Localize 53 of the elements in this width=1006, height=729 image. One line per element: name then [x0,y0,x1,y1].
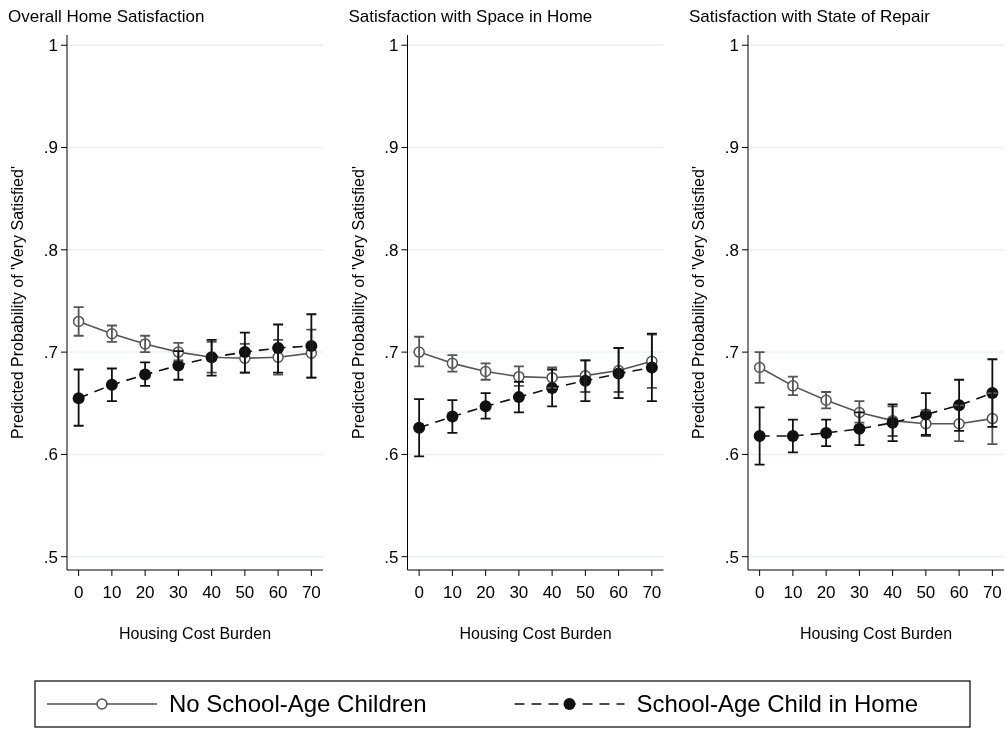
y-tick-label: .7 [384,343,399,363]
y-tick-label: .7 [724,343,739,363]
x-tick-label: 0 [414,583,424,602]
chart-title: Overall Home Satisfaction [8,7,205,26]
y-tick-label: .6 [724,445,739,465]
y-tick-label: .9 [384,138,399,158]
x-tick-label: 30 [849,583,869,602]
y-tick-label: 1 [48,36,58,56]
x-tick-label: 10 [783,583,803,602]
x-tick-label: 70 [301,583,321,602]
y-tick-label: .8 [43,240,58,260]
x-axis-title: Housing Cost Burden [459,625,612,642]
x-tick-label: 60 [609,583,629,602]
x-tick-label: 0 [754,583,765,602]
y-axis-title: Predicted Probability of 'Very Satisfied' [9,166,26,439]
x-tick-label: 20 [476,583,496,602]
x-tick-label: 10 [102,583,122,602]
x-tick-label: 20 [816,583,836,602]
y-tick-label: 1 [389,36,399,56]
y-tick-label: .8 [724,240,739,260]
x-tick-label: 60 [949,583,969,602]
legend-label: No School-Age Children [169,690,427,718]
y-tick-label: .7 [43,343,58,363]
y-tick-label: .5 [384,547,399,567]
y-axis-title: Predicted Probability of 'Very Satisfied' [349,166,367,439]
x-tick-label: 40 [202,583,222,602]
x-tick-label: 40 [542,583,562,602]
y-tick-label: .5 [724,547,739,567]
y-tick-label: .8 [384,240,399,260]
x-tick-label: 50 [575,583,595,602]
y-tick-label: .9 [43,138,58,158]
x-axis-title: Housing Cost Burden [799,625,953,642]
y-axis-title: Predicted Probability of 'Very Satisfied' [690,166,707,439]
y-tick-label: 1 [729,36,739,56]
x-tick-label: 0 [73,583,84,602]
x-tick-label: 70 [982,583,1002,602]
x-tick-label: 60 [268,583,288,602]
y-tick-label: .6 [43,445,58,465]
y-tick-label: .5 [43,547,58,567]
x-tick-label: 50 [235,583,255,602]
x-tick-label: 10 [442,583,462,602]
x-tick-label: 40 [883,583,903,602]
x-tick-label: 50 [916,583,936,602]
legend-label: School-Age Child in Home [636,690,918,718]
x-tick-label: 30 [509,583,529,602]
chart-title: Satisfaction with Space in Home [348,7,593,26]
x-tick-label: 70 [642,583,662,602]
chart-title: Satisfaction with State of Repair [689,7,931,26]
x-tick-label: 20 [135,583,155,602]
x-tick-label: 30 [168,583,188,602]
y-tick-label: .6 [384,445,399,465]
y-tick-label: .9 [724,138,739,158]
x-axis-title: Housing Cost Burden [118,625,272,642]
